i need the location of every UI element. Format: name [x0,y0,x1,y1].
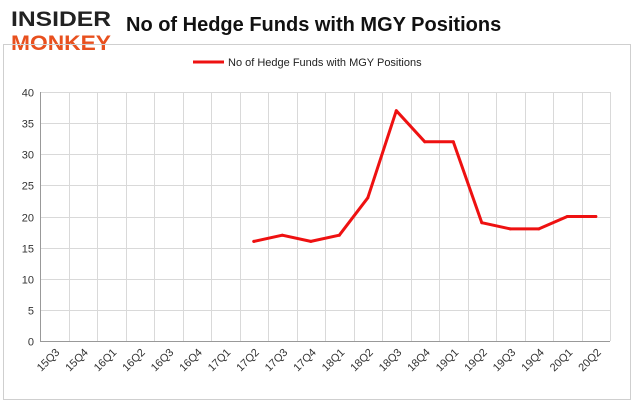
y-tick-label: 0 [28,337,34,349]
data-point [565,215,569,218]
x-tick-label: 15Q3 [35,347,63,375]
legend: No of Hedge Funds with MGY Positions [193,57,422,69]
y-tick-label: 20 [22,213,34,225]
data-point [280,233,284,237]
insider-monkey-logo: INSIDER MONKEY [11,8,111,54]
x-tick-label: 15Q4 [63,347,91,375]
x-tick-label: 16Q1 [92,347,120,375]
x-tick-label: 16Q2 [120,347,148,375]
data-point [337,233,341,237]
x-tick-label: 17Q1 [206,347,234,375]
x-tick-label: 18Q2 [348,347,376,375]
data-point [537,227,541,231]
x-tick-label: 16Q4 [177,347,205,375]
x-tick-label: 18Q4 [405,347,433,375]
x-tick-label: 20Q2 [576,347,604,375]
y-tick-label: 10 [22,275,34,287]
grid [40,92,611,342]
x-tick-label: 19Q3 [491,347,519,375]
data-point [423,140,427,144]
chart-border [3,44,631,400]
data-point [480,221,484,225]
logo-line1: INSIDER [11,8,111,31]
axes: 0 5 10 15 20 25 30 35 40 15Q3 15Q4 16Q1 16Q2 16Q3 16Q4… [22,88,610,375]
legend-label: No of Hedge Funds with MGY Positions [228,57,422,69]
x-tick-label: 17Q2 [234,347,262,375]
data-point [309,239,313,243]
x-tick-label: 19Q4 [519,347,547,375]
x-tick-label: 16Q3 [149,347,177,375]
series-layer [252,109,598,243]
y-tick-label: 40 [22,88,34,100]
data-point [451,140,455,144]
y-tick-label: 35 [22,119,34,131]
y-tick-label: 30 [22,150,34,162]
data-point [394,109,398,113]
x-tick-label: 19Q2 [462,347,490,375]
series-line [252,109,598,243]
y-tick-label: 15 [22,244,34,256]
data-point [252,239,256,243]
x-tick-label: 19Q1 [434,347,462,375]
y-tick-label: 25 [22,181,34,193]
logo-line2: MONKEY [11,32,111,54]
data-point [508,227,512,231]
y-tick-label: 5 [28,306,34,318]
x-tick-label: 20Q1 [548,347,576,375]
chart-title: No of Hedge Funds with MGY Positions [126,14,502,36]
data-point [594,215,598,218]
data-point [366,196,370,200]
x-tick-label: 18Q1 [320,347,348,375]
x-tick-label: 18Q3 [377,347,405,375]
x-tick-label: 17Q4 [291,347,319,375]
x-tick-label: 17Q3 [263,347,291,375]
